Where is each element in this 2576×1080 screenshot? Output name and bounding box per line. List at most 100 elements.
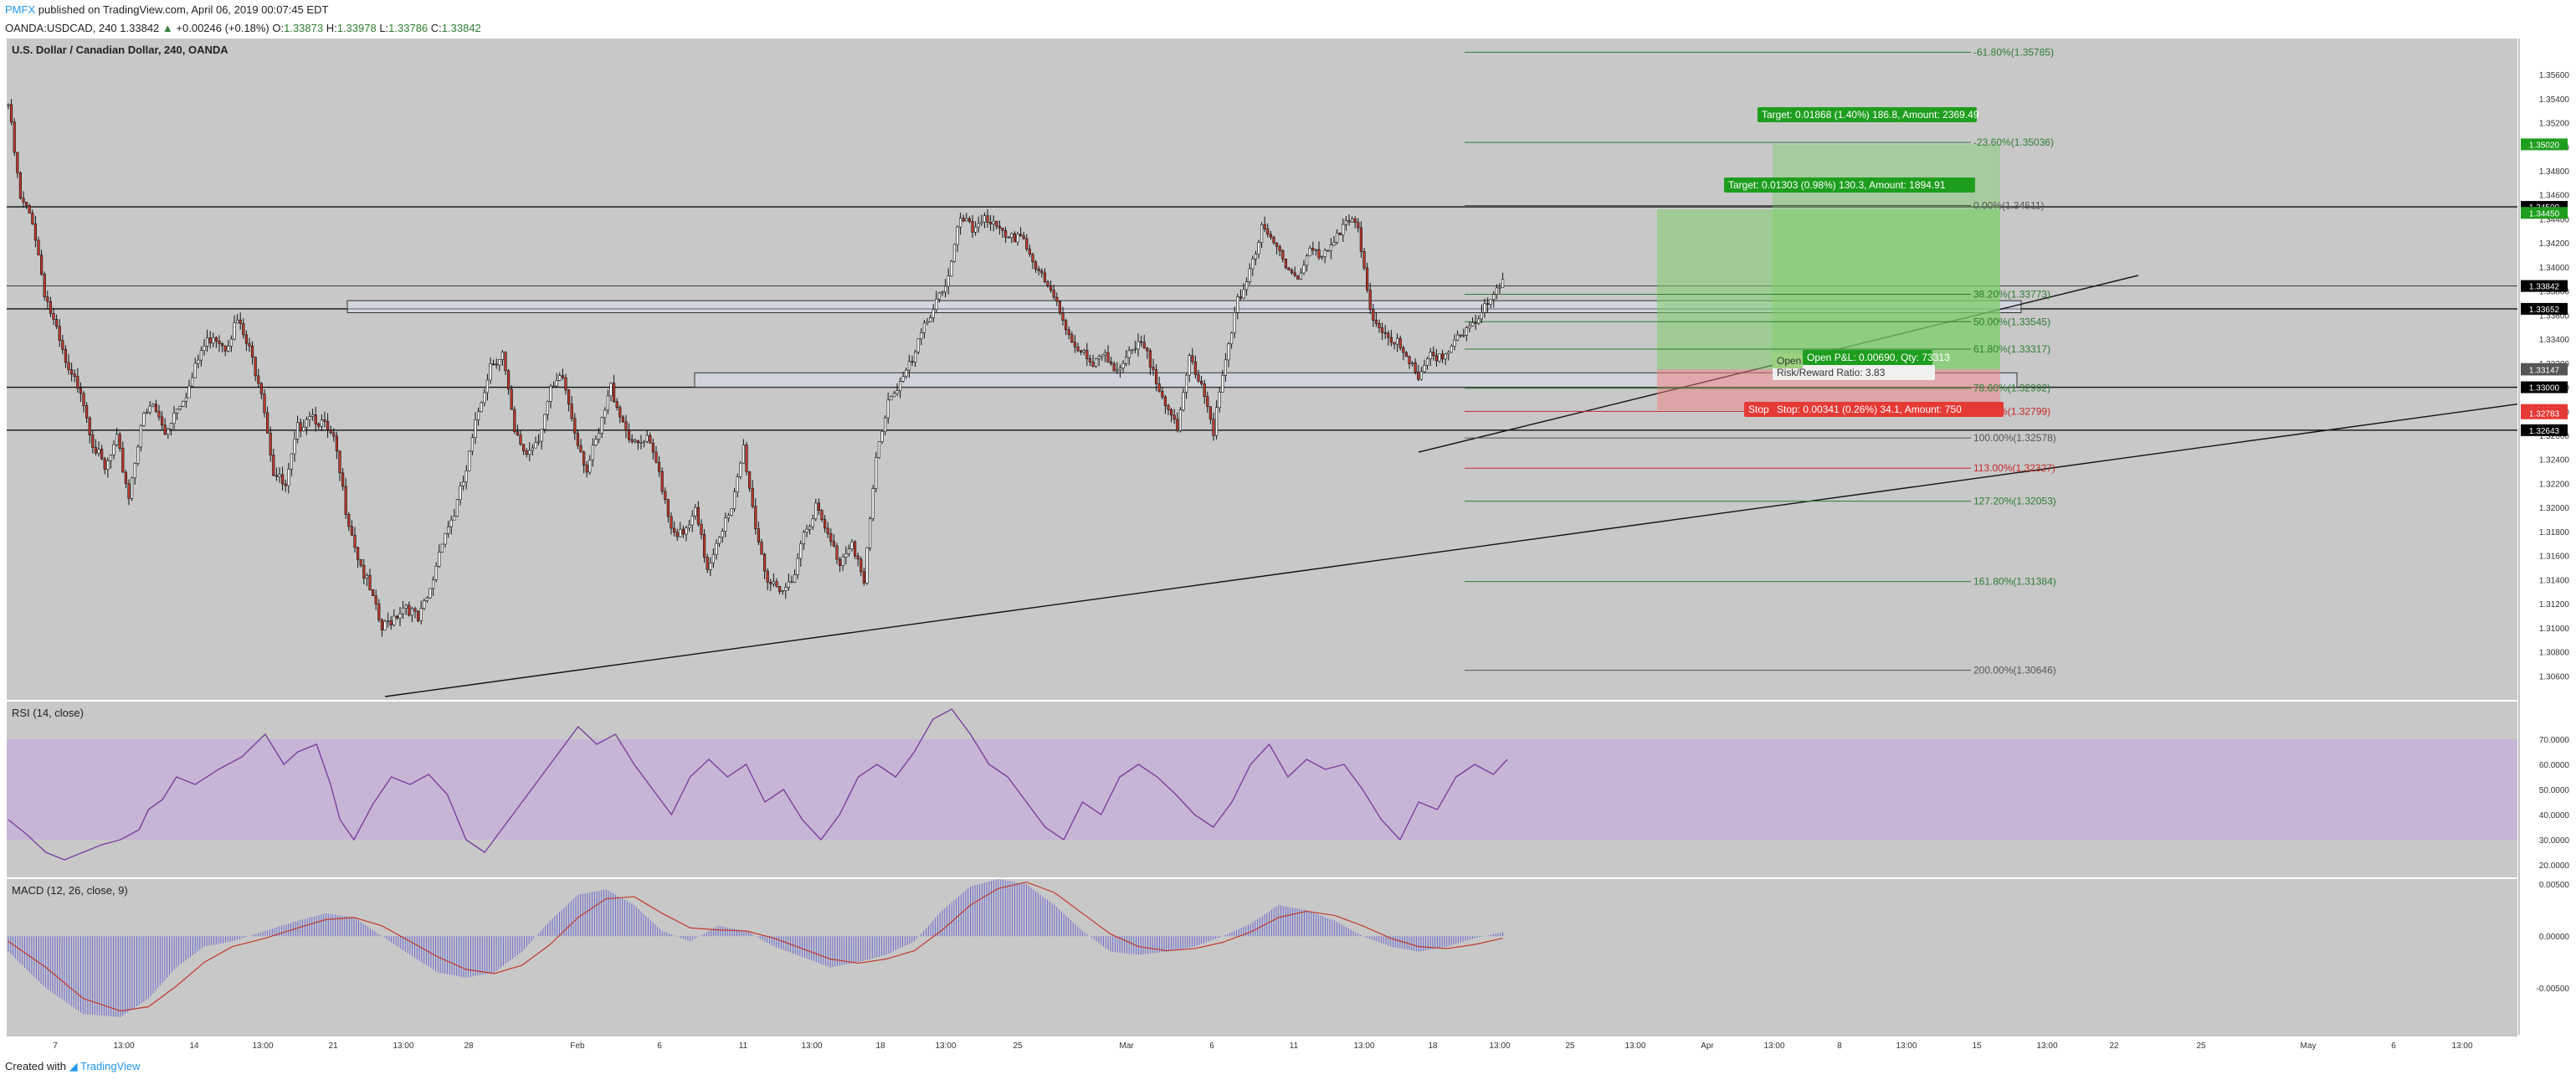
candle-body [808, 526, 812, 530]
macd-pane[interactable]: MACD (12, 26, close, 9) [7, 879, 2517, 1035]
candle-body [784, 587, 788, 591]
candle-body [470, 437, 474, 452]
candle-body [146, 412, 149, 414]
label-layer: -61.80%(1.35785) -23.60%(1.35036) 0.00%(1.… [1724, 47, 2568, 676]
candle-body [284, 483, 287, 486]
candle-body [265, 412, 269, 434]
candle-body [82, 393, 85, 406]
candle-body [33, 223, 37, 241]
candle-body [290, 453, 294, 470]
resistance-zone-box [346, 300, 2022, 313]
candle-body [1383, 332, 1387, 334]
candle-body [223, 345, 227, 352]
candle-body [1148, 350, 1152, 368]
fib-level-label: -61.80%(1.35785) [1973, 47, 2054, 59]
candle-body [1085, 350, 1089, 359]
candle-body [741, 445, 745, 464]
candle-body [1040, 270, 1044, 274]
time-tick-label: 11 [739, 1041, 748, 1051]
candle-body [184, 397, 188, 402]
candle-body [1142, 342, 1146, 349]
candle-body [79, 388, 82, 394]
price-tick-label: 1.31200 [2539, 600, 2570, 609]
candle-body [760, 542, 763, 555]
price-axis[interactable]: 1.356001.354001.352001.350001.348001.346… [2518, 39, 2570, 1035]
candle-body [169, 423, 173, 430]
candle-body [1067, 329, 1070, 336]
candle-body [1359, 227, 1362, 252]
candle-body [1272, 236, 1275, 244]
stop-label-bg [1773, 402, 2004, 417]
fib-level-label: 0.00%(1.34511) [1973, 200, 2045, 212]
time-tick-label: 13:00 [801, 1041, 822, 1051]
candle-body [531, 447, 534, 451]
candle-body [685, 527, 688, 535]
price-badge-label: 1.34450 [2529, 209, 2560, 219]
candle-body [1161, 390, 1164, 398]
price-tick-label: 1.34800 [2539, 167, 2570, 177]
price-pane[interactable]: U.S. Dollar / Canadian Dollar, 240, OAND… [7, 39, 2517, 700]
candle-body [811, 518, 814, 527]
time-axis[interactable]: 7 13:00 14 13:00 21 13:00 28 Feb 6 11 13:00 18 13:00… [7, 1035, 2517, 1051]
candle-body [1477, 318, 1480, 324]
candle-body [594, 439, 598, 446]
tradingview-link[interactable]: TradingView [80, 1060, 141, 1072]
price-badge-label: 1.33652 [2529, 306, 2560, 315]
candle-body [1291, 270, 1294, 274]
candle-body [513, 409, 516, 432]
candle-body [229, 338, 233, 347]
candle-body [49, 301, 52, 314]
candle-body [1239, 296, 1242, 299]
candle-body [1118, 368, 1121, 371]
target-label-bg [1724, 177, 1975, 193]
candle-body [546, 401, 549, 415]
candle-body [239, 319, 242, 324]
candle-body [1212, 419, 1215, 436]
candle-body [73, 373, 76, 377]
candle-body [702, 534, 706, 558]
rsi-line [8, 708, 1508, 861]
candle-body [58, 326, 61, 342]
candle-body [1423, 365, 1426, 373]
candle-body [182, 400, 185, 407]
fib-level-label: -23.60%(1.35036) [1973, 136, 2054, 148]
candle-body [371, 589, 375, 596]
ohlc-line: OANDA:USDCAD, 240 1.33842 ▲ +0.00246 (+0… [5, 22, 481, 35]
candle-body [615, 401, 618, 409]
candle-body [582, 451, 586, 465]
candle-body [1263, 224, 1266, 229]
time-tick-label: 7 [53, 1041, 58, 1051]
candle-body [498, 359, 501, 366]
candle-body [519, 435, 522, 445]
candle-body [1474, 321, 1477, 324]
candle-body [257, 375, 260, 384]
candle-body [700, 523, 703, 535]
candle-body [191, 377, 194, 387]
candle-body [1101, 354, 1104, 357]
stop-prefix-label: Stop [1748, 404, 1769, 415]
candle-body [715, 543, 718, 555]
candle-body [1206, 396, 1209, 407]
fib-level-label: 61.80%(1.33317) [1973, 343, 2050, 355]
chart-header: PMFX published on TradingView.com, April… [5, 3, 481, 35]
author-link[interactable]: PMFX [5, 3, 36, 16]
open-prefix-label: Open [1777, 355, 1801, 367]
candle-body [907, 361, 911, 371]
candle-body [679, 528, 682, 537]
candle-body [579, 445, 582, 453]
candle-body [986, 215, 989, 223]
candle-body [890, 396, 893, 401]
candle-body [1344, 220, 1347, 225]
fib-level-label: 113.00%(1.32327) [1973, 462, 2055, 474]
macd-tick-label: -0.00500 [2537, 985, 2570, 994]
candle-body [94, 447, 97, 454]
candle-body [709, 563, 712, 570]
candle-body [766, 570, 769, 583]
time-tick-label: 18 [1428, 1041, 1438, 1051]
candle-body [413, 608, 417, 612]
candle-body [235, 319, 239, 323]
candle-body [483, 392, 486, 404]
candle-body [167, 429, 170, 435]
candle-body [597, 433, 601, 440]
